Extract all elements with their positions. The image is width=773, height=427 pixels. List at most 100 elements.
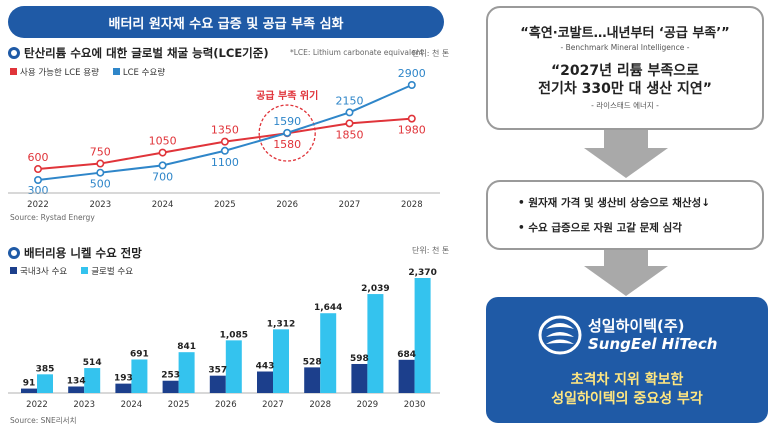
domestic-value-label: 134 (67, 376, 86, 386)
x-tick-label: 2028 (401, 200, 423, 210)
global-bar (273, 329, 289, 393)
domestic-value-label: 684 (397, 350, 416, 360)
x-tick-label: 2023 (73, 400, 95, 410)
demand-point (96, 168, 105, 177)
crisis-circle (258, 104, 316, 162)
global-value-label: 1,312 (267, 319, 295, 329)
nickel-source: Source: SNE리서치 (10, 416, 77, 425)
slogan-line: 초격차 지위 확보한 (570, 372, 684, 388)
global-value-label: 514 (83, 358, 102, 368)
global-value-label: 1,085 (220, 330, 248, 340)
demand-point (345, 108, 354, 117)
domestic-bar (68, 386, 85, 393)
brand-slogan: 초격차 지위 확보한 성일하이텍의 중요성 부각 (486, 371, 768, 409)
quote-source-benchmark: - Benchmark Mineral Intelligence - (560, 43, 690, 52)
brand-name-en: SungEel HiTech (588, 335, 718, 353)
capacity-value-label: 1980 (398, 124, 426, 137)
domestic-bar (209, 375, 226, 393)
capacity-point (158, 148, 167, 157)
quote-source-rystad: - 라이스태드 에너지 - (591, 101, 659, 110)
domestic-bar (257, 371, 273, 393)
x-tick-label: 2024 (121, 400, 143, 410)
lce-chart-title: 탄산리튬 수요에 대한 글로벌 채굴 능력(LCE기준) (8, 45, 269, 61)
top-banner: 배터리 원자재 수요 급증 및 공급 부족 심화 (8, 6, 444, 38)
legend-global: 글로벌 수요 (81, 265, 133, 277)
lce-note: *LCE: Lithium carbonate equivalent (290, 48, 424, 57)
domestic-value-label: 443 (256, 362, 275, 372)
capacity-value-label: 1350 (211, 124, 239, 137)
quote-line: 전기차 330만 대 생산 지연” (538, 81, 712, 97)
capacity-point (220, 137, 229, 146)
demand-value-label: 1590 (273, 115, 301, 128)
domestic-value-label: 598 (350, 354, 369, 364)
demand-point (33, 176, 42, 185)
demand-point (158, 161, 167, 170)
sungeel-logo-icon (538, 315, 582, 355)
down-arrow-icon (584, 250, 668, 296)
domestic-value-label: 357 (208, 366, 227, 376)
domestic-value-label: 193 (114, 374, 133, 384)
demand-point (283, 128, 292, 137)
global-value-label: 2,039 (361, 284, 389, 294)
capacity-value-label: 1850 (336, 128, 364, 141)
global-bar (225, 340, 242, 393)
domestic-bar (162, 380, 179, 393)
company-logo-icon (8, 247, 20, 259)
capacity-value-label: 750 (90, 146, 111, 159)
x-tick-label: 2026 (276, 200, 298, 210)
capacity-point (33, 165, 42, 174)
brand-name-ko: 성일하이텍(주) (588, 317, 685, 335)
demand-value-label: 300 (28, 184, 49, 197)
global-value-label: 691 (130, 349, 149, 359)
demand-point (220, 146, 229, 155)
demand-value-label: 2150 (336, 94, 364, 107)
domestic-value-label: 253 (161, 371, 180, 381)
global-value-label: 1,644 (314, 303, 342, 313)
issue-item: • 수요 급증으로 자원 고갈 문제 심각 (518, 222, 682, 234)
legend-domestic: 국내3사 수요 (10, 265, 67, 277)
x-tick-label: 2028 (309, 400, 331, 410)
quote-graphite-cobalt: “흑연·코발트…내년부터 ‘공급 부족’” (520, 26, 730, 41)
issue-box: • 원자재 가격 및 생산비 상승으로 채산성↓ • 수요 급증으로 자원 고갈… (486, 180, 764, 250)
domestic-value-label: 528 (303, 357, 322, 367)
nickel-title-text: 배터리용 니켈 수요 전망 (24, 246, 142, 260)
company-logo-icon (8, 47, 20, 59)
x-tick-label: 2026 (215, 400, 237, 410)
x-tick-label: 2027 (339, 200, 361, 210)
x-tick-label: 2025 (168, 400, 190, 410)
crisis-label: 공급 부족 위기 (256, 89, 318, 102)
lce-title-text: 탄산리튬 수요에 대한 글로벌 채굴 능력(LCE기준) (24, 46, 269, 60)
domestic-bar (304, 367, 321, 393)
lce-source: Source: Rystad Energy (10, 213, 95, 222)
slogan-line: 성일하이텍의 중요성 부각 (551, 391, 703, 407)
global-value-label: 841 (177, 342, 196, 352)
x-tick-label: 2023 (89, 200, 111, 210)
capacity-point (407, 114, 416, 123)
demand-value-label: 2900 (398, 67, 426, 80)
x-tick-label: 2022 (26, 400, 48, 410)
domestic-bar (115, 383, 132, 393)
quote-line: “2027년 리튬 부족으로 (550, 63, 700, 79)
capacity-value-label: 1050 (149, 135, 177, 148)
nickel-legend: 국내3사 수요 글로벌 수요 (10, 265, 133, 277)
domestic-bar (351, 363, 368, 393)
x-tick-label: 2027 (262, 400, 284, 410)
nickel-chart-title: 배터리용 니켈 수요 전망 (8, 245, 142, 261)
domestic-bar (398, 359, 415, 393)
x-tick-label: 2025 (214, 200, 236, 210)
demand-value-label: 1100 (211, 156, 239, 169)
legend-demand: LCE 수요량 (112, 66, 165, 78)
x-tick-label: 2030 (404, 400, 426, 410)
global-bar (37, 374, 53, 393)
legend-capacity: 사용 가능한 LCE 용량 (10, 66, 99, 78)
quote-lithium-shortage: “2027년 리튬 부족으로 전기차 330만 대 생산 지연” (488, 62, 762, 98)
lce-unit: 단위: 천 톤 (412, 49, 450, 58)
demand-point (407, 81, 416, 90)
global-bar (131, 359, 148, 393)
brand-box: 성일하이텍(주) SungEel HiTech 초격차 지위 확보한 성일하이텍… (486, 297, 768, 423)
brand-logo-row: 성일하이텍(주) SungEel HiTech (538, 315, 717, 355)
x-tick-label: 2022 (27, 200, 49, 210)
x-tick-label: 2029 (357, 400, 379, 410)
